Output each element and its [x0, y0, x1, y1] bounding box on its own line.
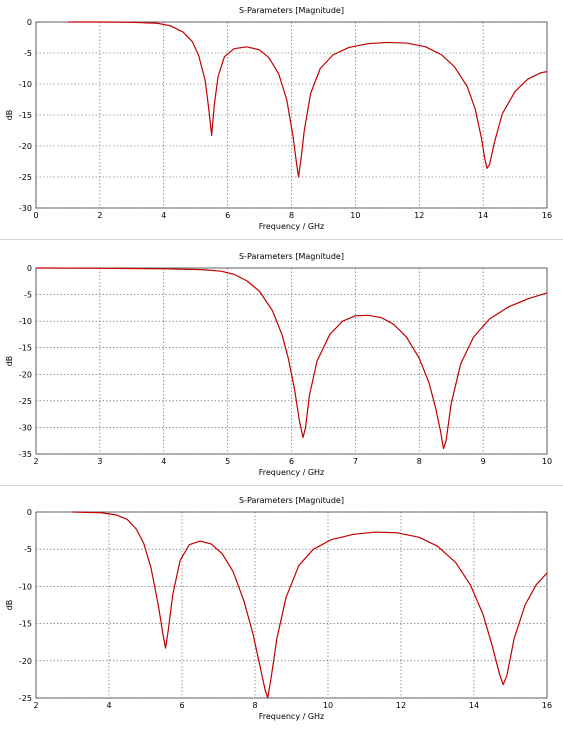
y-tick-label: -25: [19, 694, 32, 703]
plot-frame: [35, 511, 548, 699]
x-tick-label: 2: [97, 211, 102, 220]
x-tick-label: 12: [396, 701, 406, 710]
y-tick-label: -15: [19, 620, 32, 629]
y-tick-label: -15: [19, 344, 32, 353]
x-tick-label: 6: [179, 701, 184, 710]
y-tick-label: 0: [27, 18, 32, 27]
x-tick-label: 10: [350, 211, 360, 220]
x-tick-label: 7: [353, 457, 358, 466]
y-tick-label: -30: [19, 423, 32, 432]
x-tick-label: 12: [414, 211, 424, 220]
series-line: [67, 21, 548, 178]
chart-separator: [0, 239, 563, 240]
chart-1: S-Parameters [Magnitude] 0 2 4 6 8 10 12 14 16 0 -5…: [5, 6, 552, 231]
x-tick-label: 6: [289, 457, 294, 466]
y-tick-label: -20: [19, 657, 32, 666]
y-tick-label: -10: [19, 582, 32, 591]
chart-title: S-Parameters [Magnitude]: [239, 252, 344, 261]
x-tick-label: 2: [33, 701, 38, 710]
x-tick-label: 16: [542, 701, 552, 710]
x-tick-label: 5: [225, 457, 230, 466]
y-tick-label: -15: [19, 111, 32, 120]
y-tick-label: -20: [19, 370, 32, 379]
x-tick-label: 14: [469, 701, 479, 710]
chart-title: S-Parameters [Magnitude]: [239, 6, 344, 15]
y-tick-label: -5: [24, 49, 32, 58]
plot-frame: [35, 21, 548, 209]
x-tick-label: 14: [478, 211, 488, 220]
y-axis-label: dB: [5, 600, 14, 611]
x-tick-label: 2: [33, 457, 38, 466]
x-tick-label: 16: [542, 211, 552, 220]
x-tick-label: 4: [106, 701, 111, 710]
plot-frame: [35, 267, 548, 455]
x-tick-label: 9: [481, 457, 486, 466]
y-tick-label: -10: [19, 80, 32, 89]
chart-title: S-Parameters [Magnitude]: [239, 496, 344, 505]
chart-3: S-Parameters [Magnitude] 2 4 6 8 10 12 14 16 0 -5 -…: [5, 496, 552, 721]
y-axis-label: dB: [5, 356, 14, 367]
y-tick-label: -20: [19, 142, 32, 151]
chart-2: S-Parameters [Magnitude] 2 3 4 5 6 7 8 9 10 0 -5 -10…: [5, 252, 552, 477]
y-tick-label: 0: [27, 508, 32, 517]
x-axis-label: Frequency / GHz: [259, 222, 325, 231]
x-tick-label: 4: [161, 211, 166, 220]
x-tick-label: 10: [323, 701, 333, 710]
x-tick-label: 4: [161, 457, 166, 466]
x-axis-label: Frequency / GHz: [259, 468, 325, 477]
y-tick-label: 0: [27, 264, 32, 273]
x-tick-label: 3: [97, 457, 102, 466]
x-tick-label: 8: [289, 211, 294, 220]
chart-separator: [0, 485, 563, 486]
y-tick-label: -30: [19, 204, 32, 213]
y-tick-label: -25: [19, 397, 32, 406]
y-axis-label: dB: [5, 110, 14, 121]
plot-area: [36, 512, 547, 698]
series-line: [72, 511, 548, 699]
x-tick-label: 8: [417, 457, 422, 466]
x-axis-label: Frequency / GHz: [259, 712, 325, 721]
y-tick-label: -35: [19, 450, 32, 459]
series-line: [35, 267, 548, 450]
y-tick-label: -5: [24, 291, 32, 300]
x-tick-label: 8: [252, 701, 257, 710]
x-tick-label: 0: [33, 211, 38, 220]
y-tick-label: -25: [19, 173, 32, 182]
y-tick-label: -10: [19, 317, 32, 326]
x-tick-label: 10: [542, 457, 552, 466]
x-tick-label: 6: [225, 211, 230, 220]
y-tick-label: -5: [24, 545, 32, 554]
